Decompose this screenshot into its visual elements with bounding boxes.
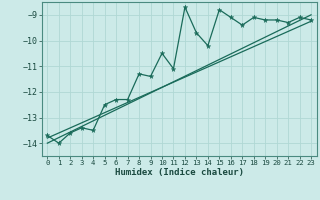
X-axis label: Humidex (Indice chaleur): Humidex (Indice chaleur) <box>115 168 244 177</box>
